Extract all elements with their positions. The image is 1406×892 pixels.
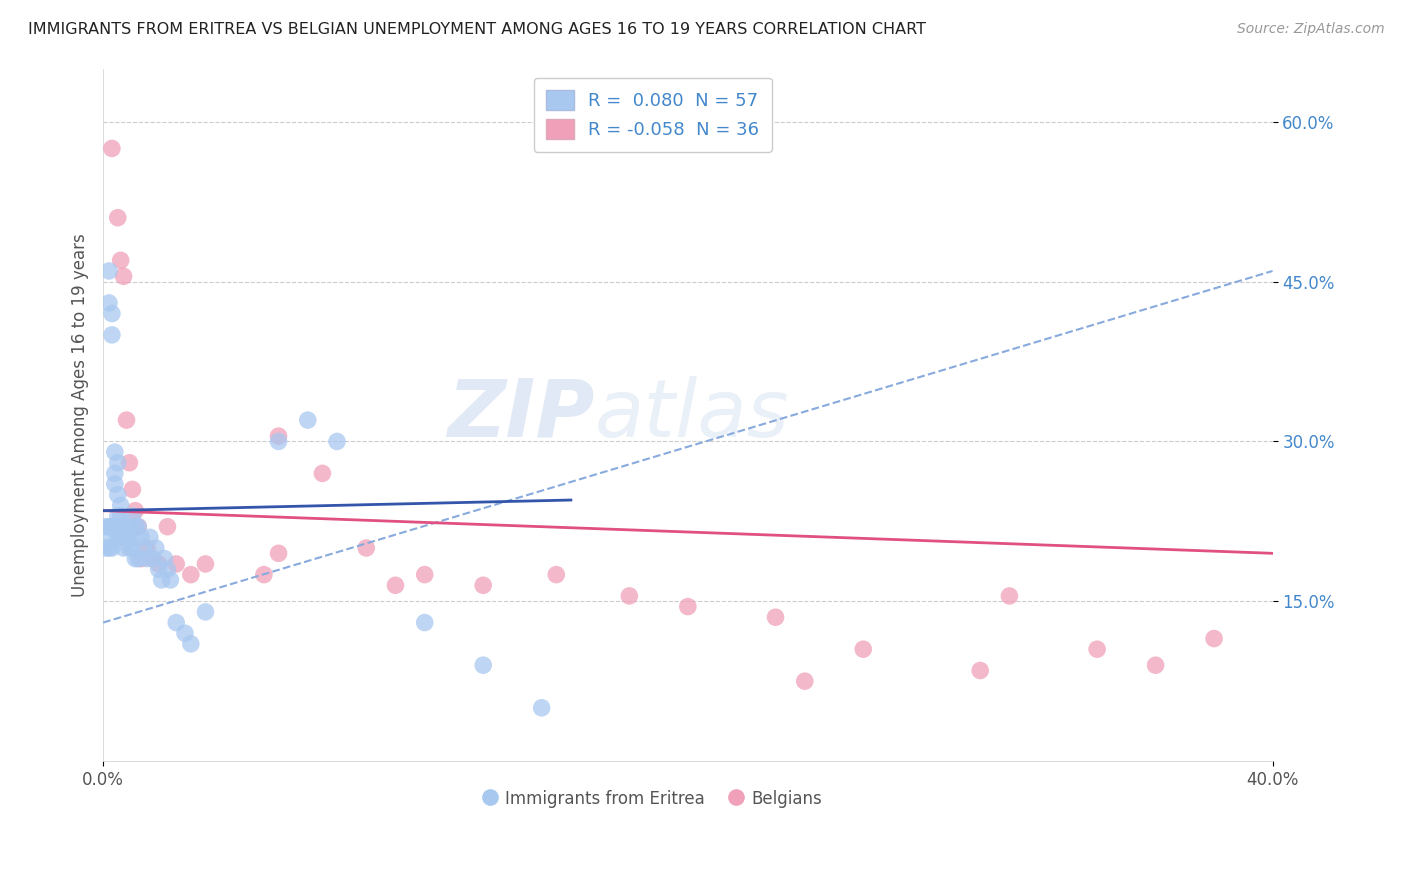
Point (145, 541, 167, 555)
Point (101, 327, 124, 342)
Point (127, 519, 149, 533)
Point (101, 519, 124, 533)
Point (98, 541, 121, 555)
Point (121, 530, 143, 544)
Point (101, 307, 124, 321)
Point (297, 413, 319, 427)
Point (253, 567, 276, 582)
Point (121, 508, 143, 523)
Point (129, 530, 152, 544)
Point (1202, 632, 1225, 646)
Point (413, 567, 436, 582)
Point (118, 456, 141, 470)
Text: ZIP: ZIP (447, 376, 595, 454)
Point (174, 626, 197, 640)
Point (112, 530, 135, 544)
Point (124, 504, 146, 518)
Point (110, 253, 132, 268)
Point (793, 674, 815, 689)
Point (267, 434, 290, 449)
Point (148, 557, 170, 571)
Point (129, 551, 152, 566)
Point (101, 141, 124, 155)
Point (156, 562, 179, 576)
Point (472, 658, 495, 673)
Point (765, 610, 787, 624)
Point (104, 445, 127, 459)
Point (115, 413, 138, 427)
Point (139, 530, 162, 544)
Point (107, 530, 129, 544)
Point (142, 551, 165, 566)
Point (118, 519, 141, 533)
Point (180, 567, 202, 582)
Point (142, 551, 165, 566)
Point (124, 551, 146, 566)
Point (104, 477, 127, 491)
Point (110, 499, 132, 513)
Text: Source: ZipAtlas.com: Source: ZipAtlas.com (1237, 22, 1385, 37)
Point (127, 551, 149, 566)
Point (530, 701, 553, 715)
Point (1085, 642, 1108, 657)
Point (136, 541, 159, 555)
Point (472, 578, 495, 592)
Point (165, 615, 187, 630)
Point (148, 562, 170, 576)
Point (107, 211, 129, 225)
Point (107, 508, 129, 523)
Point (194, 605, 217, 619)
Legend: Immigrants from Eritrea, Belgians: Immigrants from Eritrea, Belgians (477, 783, 828, 815)
Point (112, 541, 135, 555)
Point (619, 589, 641, 603)
Point (676, 599, 699, 614)
Point (110, 508, 132, 523)
Point (153, 551, 176, 566)
Point (104, 519, 127, 533)
Point (150, 573, 173, 587)
Point (94, 541, 117, 555)
Point (107, 488, 129, 502)
Point (124, 519, 146, 533)
Point (267, 429, 290, 443)
Point (159, 573, 181, 587)
Text: IMMIGRANTS FROM ERITREA VS BELGIAN UNEMPLOYMENT AMONG AGES 16 TO 19 YEARS CORREL: IMMIGRANTS FROM ERITREA VS BELGIAN UNEMP… (28, 22, 927, 37)
Point (165, 557, 187, 571)
Point (311, 467, 333, 481)
Point (121, 483, 143, 497)
Point (104, 467, 127, 481)
Point (1144, 658, 1167, 673)
Point (115, 530, 138, 544)
Point (326, 434, 349, 449)
Point (180, 637, 202, 651)
Point (118, 541, 141, 555)
Point (101, 541, 124, 555)
Point (98, 264, 121, 278)
Point (94, 519, 117, 533)
Point (384, 578, 406, 592)
Y-axis label: Unemployment Among Ages 16 to 19 years: Unemployment Among Ages 16 to 19 years (72, 233, 89, 597)
Point (110, 530, 132, 544)
Point (115, 519, 138, 533)
Point (127, 519, 149, 533)
Point (98, 296, 121, 310)
Point (136, 551, 159, 566)
Point (156, 519, 179, 533)
Point (132, 541, 155, 555)
Point (413, 615, 436, 630)
Point (101, 530, 124, 544)
Point (112, 269, 135, 284)
Point (852, 642, 875, 657)
Point (354, 541, 377, 555)
Text: atlas: atlas (595, 376, 789, 454)
Point (121, 541, 143, 555)
Point (998, 589, 1021, 603)
Point (267, 546, 290, 560)
Point (546, 567, 568, 582)
Point (969, 664, 991, 678)
Point (107, 456, 129, 470)
Point (98, 519, 121, 533)
Point (194, 557, 217, 571)
Point (112, 519, 135, 533)
